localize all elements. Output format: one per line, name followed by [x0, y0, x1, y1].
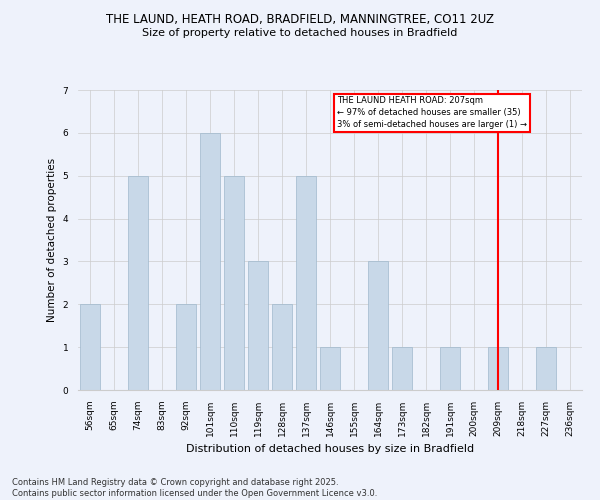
Bar [296, 176, 316, 390]
Bar [320, 347, 340, 390]
Bar [392, 347, 412, 390]
Text: Size of property relative to detached houses in Bradfield: Size of property relative to detached ho… [142, 28, 458, 38]
Bar [176, 304, 196, 390]
Bar [440, 347, 460, 390]
Text: Contains HM Land Registry data © Crown copyright and database right 2025.
Contai: Contains HM Land Registry data © Crown c… [12, 478, 377, 498]
Bar [272, 304, 292, 390]
Bar [488, 347, 508, 390]
Bar [80, 304, 100, 390]
Bar [368, 262, 388, 390]
Bar [200, 133, 220, 390]
Bar [224, 176, 244, 390]
Bar [128, 176, 148, 390]
Bar [536, 347, 556, 390]
Bar [248, 262, 268, 390]
Y-axis label: Number of detached properties: Number of detached properties [47, 158, 57, 322]
X-axis label: Distribution of detached houses by size in Bradfield: Distribution of detached houses by size … [186, 444, 474, 454]
Text: THE LAUND HEATH ROAD: 207sqm
← 97% of detached houses are smaller (35)
3% of sem: THE LAUND HEATH ROAD: 207sqm ← 97% of de… [337, 96, 527, 129]
Text: THE LAUND, HEATH ROAD, BRADFIELD, MANNINGTREE, CO11 2UZ: THE LAUND, HEATH ROAD, BRADFIELD, MANNIN… [106, 12, 494, 26]
